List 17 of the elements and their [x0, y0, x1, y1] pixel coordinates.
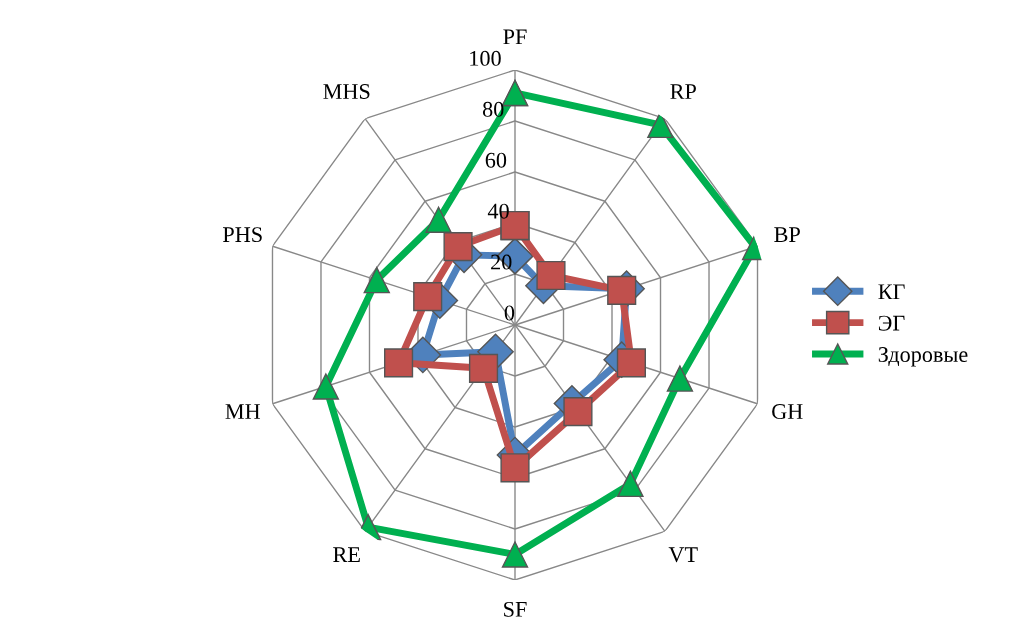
legend-label: Здоровые: [878, 347, 968, 367]
spoke-label: MH: [225, 404, 261, 419]
spoke-label: GH: [772, 404, 803, 420]
spoke-label: PF: [503, 29, 527, 45]
y-tick-label: 40: [487, 203, 509, 219]
y-tick-label: 60: [485, 152, 507, 168]
spoke-label: PHS: [223, 227, 262, 243]
y-tick-label: 100: [470, 50, 501, 66]
spoke-label: SF: [504, 601, 527, 617]
y-tick-label: 0: [504, 305, 515, 321]
spoke-label: MHS: [323, 84, 370, 99]
legend-label: ЭГ: [878, 315, 905, 331]
legend-label: КГ: [878, 284, 905, 300]
spoke-label: RP: [670, 84, 696, 99]
spoke-label: VT: [668, 547, 698, 563]
spoke-label: RE: [333, 547, 360, 562]
spoke-label: BP: [774, 227, 800, 242]
